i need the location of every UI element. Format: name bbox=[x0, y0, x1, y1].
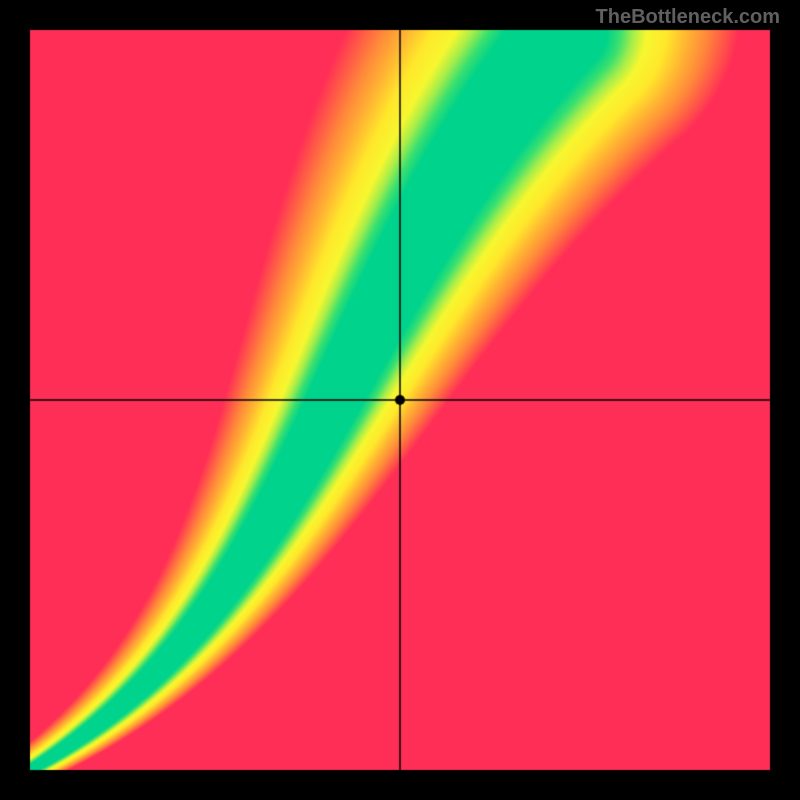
watermark-label: TheBottleneck.com bbox=[596, 6, 780, 29]
bottleneck-heatmap bbox=[0, 0, 800, 800]
chart-container: TheBottleneck.com bbox=[0, 0, 800, 800]
